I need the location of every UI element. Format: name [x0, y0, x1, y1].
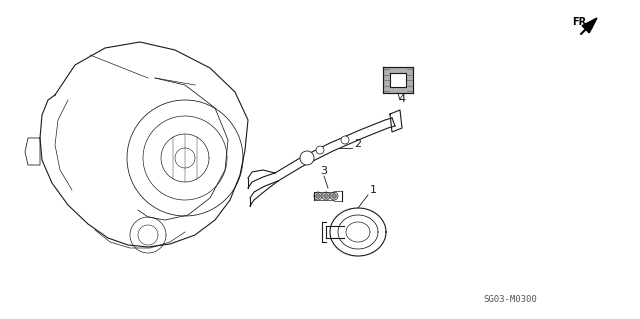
Circle shape	[341, 136, 349, 144]
Bar	[390, 73, 406, 87]
Circle shape	[330, 192, 338, 200]
Circle shape	[316, 146, 324, 154]
Text: 4: 4	[398, 94, 405, 104]
Circle shape	[332, 194, 337, 198]
Circle shape	[300, 151, 314, 165]
Text: 2: 2	[354, 139, 361, 149]
Circle shape	[314, 192, 322, 200]
Polygon shape	[582, 18, 597, 33]
Circle shape	[322, 192, 330, 200]
Text: 3: 3	[320, 166, 327, 176]
Circle shape	[323, 194, 328, 198]
Text: FR.: FR.	[572, 17, 590, 27]
Text: SG03-M0300: SG03-M0300	[483, 295, 537, 305]
Text: 1: 1	[370, 185, 377, 195]
Bar	[383, 67, 413, 93]
Circle shape	[316, 194, 321, 198]
